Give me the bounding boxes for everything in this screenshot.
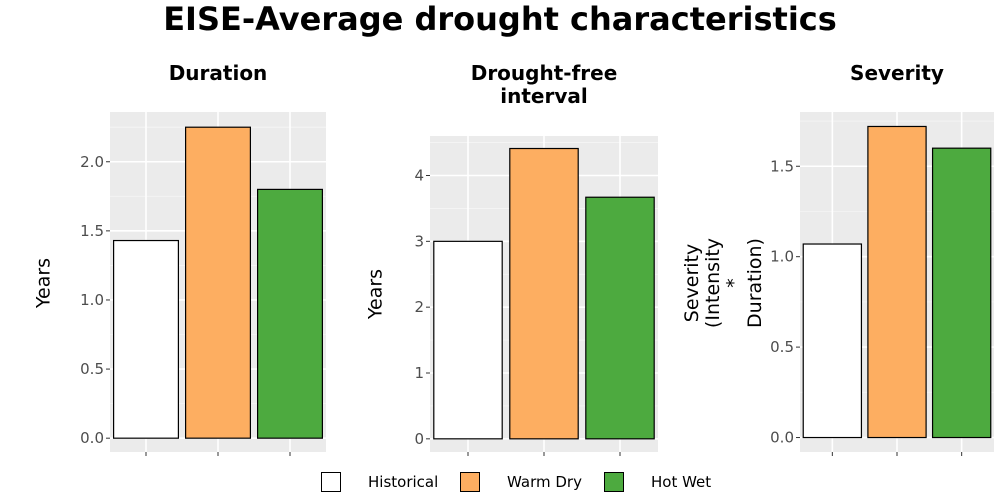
bar-severity-hot-wet bbox=[931, 147, 992, 439]
y-tick-label-drought-free-0: 0 bbox=[414, 430, 424, 448]
y-tick-label-severity-1: 0.5 bbox=[770, 338, 794, 356]
y-tick-label-severity-3: 1.5 bbox=[770, 157, 794, 175]
legend-swatch-hot-wet bbox=[604, 472, 624, 492]
panel-title-duration: Duration bbox=[168, 61, 268, 85]
legend-label-warm-dry: Warm Dry bbox=[507, 473, 582, 491]
legend-label-historical: Historical bbox=[368, 473, 439, 491]
y-tick-label-severity-2: 1.0 bbox=[770, 248, 794, 266]
y-tick-label-drought-free-4: 4 bbox=[414, 167, 424, 185]
bar-duration-historical bbox=[112, 239, 180, 439]
bar-drought-free-hot-wet bbox=[585, 196, 655, 440]
legend-swatch-warm-dry bbox=[460, 472, 480, 492]
bar-duration-hot-wet bbox=[257, 188, 324, 439]
bar-drought-free-historical bbox=[433, 240, 503, 440]
y-tick-label-duration-3: 1.5 bbox=[80, 222, 104, 240]
legend-item-hot-wet: Hot Wet bbox=[604, 471, 711, 493]
y-tick-label-drought-free-1: 1 bbox=[414, 364, 424, 382]
y-tick-label-duration-0: 0.0 bbox=[80, 429, 104, 447]
legend-item-warm-dry: Warm Dry bbox=[460, 471, 582, 493]
y-tick-label-duration-1: 0.5 bbox=[80, 360, 104, 378]
y-tick-label-severity-0: 0.0 bbox=[770, 429, 794, 447]
legend-item-historical: Historical bbox=[321, 471, 438, 493]
legend: Historical Warm Dry Hot Wet bbox=[0, 468, 1000, 496]
legend-label-hot-wet: Hot Wet bbox=[651, 473, 712, 491]
panel-title-severity: Severity bbox=[850, 61, 944, 85]
panel-title-drought-free-interval: Drought-free interval bbox=[470, 61, 618, 108]
bar-severity-historical bbox=[802, 243, 863, 439]
y-tick-label-duration-4: 2.0 bbox=[80, 153, 104, 171]
y-tick-label-drought-free-2: 2 bbox=[414, 298, 424, 316]
y-tick-label-drought-free-3: 3 bbox=[414, 232, 424, 250]
bar-duration-warm-dry bbox=[185, 126, 252, 439]
bar-severity-warm-dry bbox=[867, 125, 927, 439]
bar-drought-free-warm-dry bbox=[509, 147, 579, 440]
figure-title: EISE-Average drought characteristics bbox=[163, 0, 837, 38]
y-tick-label-duration-2: 1.0 bbox=[80, 291, 104, 309]
legend-swatch-historical bbox=[321, 472, 341, 492]
